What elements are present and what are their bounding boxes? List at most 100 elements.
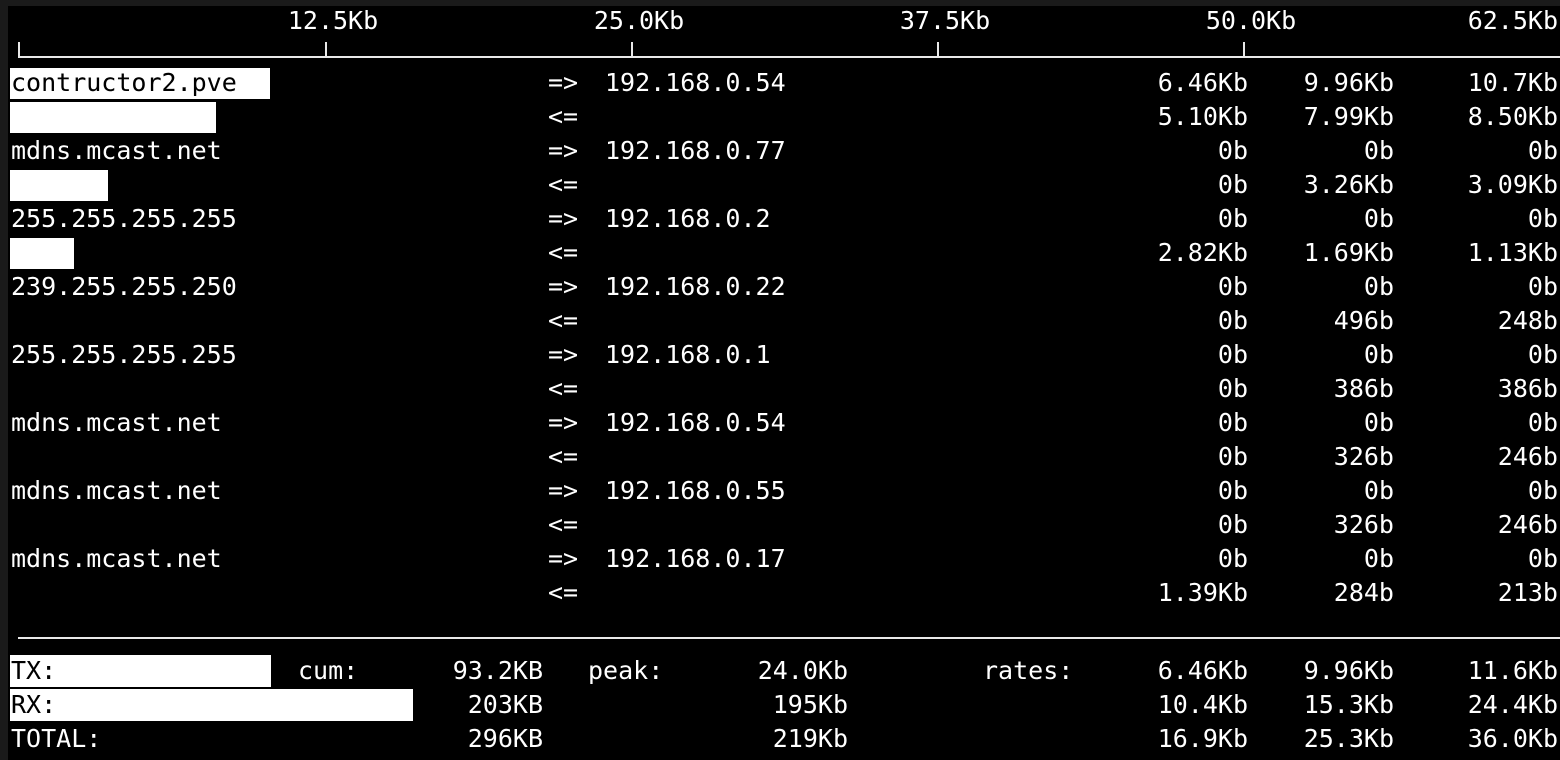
rate-cell: 0b bbox=[1217, 204, 1248, 233]
rate-cell: 0b bbox=[1363, 136, 1394, 165]
send-bandwidth-bar bbox=[10, 68, 270, 99]
connection-peer: 192.168.0.2 bbox=[605, 204, 771, 233]
connection-row[interactable]: 239.255.255.250 => 192.168.0.22 0b 0b 0b <= 0b 4… bbox=[8, 270, 1560, 338]
summary-peak-value: 219Kb bbox=[772, 724, 848, 753]
bandwidth-scale: 12.5Kb 25.0Kb 37.5Kb 50.0Kb 62.5Kb bbox=[8, 6, 1560, 60]
rate-cell: 386b bbox=[1333, 374, 1394, 403]
rate-cell: 0b bbox=[1217, 272, 1248, 301]
rate-cell: 1.69Kb bbox=[1303, 238, 1394, 267]
summary-row: TOTAL: 296KB 219Kb 16.9Kb 25.3Kb 36.0Kb bbox=[8, 722, 1560, 756]
connection-host: 255.255.255.255 bbox=[11, 204, 237, 233]
scale-label: 62.5Kb bbox=[1467, 6, 1558, 35]
rate-cell: 0b bbox=[1217, 374, 1248, 403]
send-arrow-icon: => bbox=[548, 340, 579, 369]
connection-send-line[interactable]: mdns.mcast.net => 192.168.0.54 0b 0b 0b bbox=[8, 406, 1560, 440]
summary-row: TX: cum: peak: rates: 93.2KB 24.0Kb 6.46Kb 9.96… bbox=[8, 654, 1560, 688]
scale-label: 12.5Kb bbox=[287, 6, 379, 35]
connection-peer: 192.168.0.54 bbox=[605, 68, 786, 97]
summary-row: RX: 203KB 195Kb 10.4Kb 15.3Kb 24.4Kb bbox=[8, 688, 1560, 722]
connection-send-line[interactable]: 239.255.255.250 => 192.168.0.22 0b 0b 0b bbox=[8, 270, 1560, 304]
receive-arrow-icon: <= bbox=[548, 578, 579, 607]
connection-peer: 192.168.0.1 bbox=[605, 340, 771, 369]
rate-cell: 246b bbox=[1497, 510, 1558, 539]
rate-cell: 0b bbox=[1527, 408, 1558, 437]
connection-send-line[interactable]: mdns.mcast.net => 192.168.0.77 0b 0b 0b bbox=[8, 134, 1560, 168]
connection-receive-line[interactable]: <= 2.82Kb 1.69Kb 1.13Kb bbox=[8, 236, 1560, 270]
receive-bandwidth-bar bbox=[10, 238, 74, 269]
connection-host: mdns.mcast.net bbox=[11, 544, 222, 573]
receive-arrow-icon: <= bbox=[548, 374, 579, 403]
connection-send-line[interactable]: contructor2.pve => 192.168.0.54 6.46Kb 9.96K… bbox=[8, 66, 1560, 100]
connection-receive-line[interactable]: <= 0b 496b 248b bbox=[8, 304, 1560, 338]
connection-send-line[interactable]: mdns.mcast.net => 192.168.0.17 0b 0b 0b bbox=[8, 542, 1560, 576]
summary-rate-value: 6.46Kb bbox=[1157, 656, 1248, 685]
rates-key-label: rates: bbox=[983, 656, 1074, 685]
connection-row[interactable]: mdns.mcast.net => 192.168.0.17 0b 0b 0b <= 1.39… bbox=[8, 542, 1560, 610]
rate-cell: 0b bbox=[1217, 340, 1248, 369]
rate-cell: 0b bbox=[1217, 306, 1248, 335]
rate-cell: 0b bbox=[1363, 544, 1394, 573]
summary-row-label: TX: bbox=[11, 656, 57, 685]
scale-tick-mark bbox=[937, 42, 939, 56]
connection-row[interactable]: mdns.mcast.net => 192.168.0.55 0b 0b 0b <= 0b 32… bbox=[8, 474, 1560, 542]
summary-rate-value: 11.6Kb bbox=[1467, 656, 1558, 685]
cum-key-label: cum: bbox=[298, 656, 359, 685]
summary-peak-value: 195Kb bbox=[772, 690, 848, 719]
send-arrow-icon: => bbox=[548, 204, 579, 233]
rate-cell: 496b bbox=[1333, 306, 1394, 335]
footer-separator bbox=[18, 637, 1560, 639]
connection-receive-line[interactable]: <= 0b 3.26Kb 3.09Kb bbox=[8, 168, 1560, 202]
rate-cell: 0b bbox=[1217, 544, 1248, 573]
rate-cell: 0b bbox=[1217, 476, 1248, 505]
rate-cell: 246b bbox=[1497, 442, 1558, 471]
rate-cell: 1.39Kb bbox=[1157, 578, 1248, 607]
rate-cell: 0b bbox=[1527, 272, 1558, 301]
connection-peer: 192.168.0.77 bbox=[605, 136, 786, 165]
connection-host: mdns.mcast.net bbox=[11, 476, 222, 505]
scale-tick-origin bbox=[18, 42, 20, 56]
send-arrow-icon: => bbox=[548, 544, 579, 573]
connection-row[interactable]: contructor2.pve => 192.168.0.54 6.46Kb 9.96K… bbox=[8, 66, 1560, 134]
rate-cell: 3.26Kb bbox=[1303, 170, 1394, 199]
connection-host: mdns.mcast.net bbox=[11, 136, 222, 165]
connection-send-line[interactable]: 255.255.255.255 => 192.168.0.1 0b 0b 0b bbox=[8, 338, 1560, 372]
send-arrow-icon: => bbox=[548, 136, 579, 165]
connection-row[interactable]: 255.255.255.255 => 192.168.0.2 0b 0b 0b <= 2.82… bbox=[8, 202, 1560, 270]
connection-row[interactable]: 255.255.255.255 => 192.168.0.1 0b 0b 0b <= 0b 38… bbox=[8, 338, 1560, 406]
summary-rate-value: 25.3Kb bbox=[1303, 724, 1394, 753]
connection-send-line[interactable]: mdns.mcast.net => 192.168.0.55 0b 0b 0b bbox=[8, 474, 1560, 508]
rate-cell: 248b bbox=[1497, 306, 1558, 335]
connection-receive-line[interactable]: <= 0b 326b 246b bbox=[8, 508, 1560, 542]
connection-receive-line[interactable]: <= 0b 386b 386b bbox=[8, 372, 1560, 406]
connection-list[interactable]: contructor2.pve => 192.168.0.54 6.46Kb 9.96K… bbox=[8, 66, 1560, 630]
rate-cell: 0b bbox=[1363, 340, 1394, 369]
rate-cell: 0b bbox=[1363, 272, 1394, 301]
summary-row-label: RX: bbox=[11, 690, 57, 719]
summary-cumulative-value: 296KB bbox=[467, 724, 543, 753]
send-arrow-icon: => bbox=[548, 68, 579, 97]
summary-rate-value: 36.0Kb bbox=[1467, 724, 1558, 753]
rate-cell: 6.46Kb bbox=[1157, 68, 1248, 97]
connection-peer: 192.168.0.17 bbox=[605, 544, 786, 573]
connection-host: contructor2.pve bbox=[11, 68, 237, 97]
rate-cell: 0b bbox=[1217, 136, 1248, 165]
connection-receive-line[interactable]: <= 0b 326b 246b bbox=[8, 440, 1560, 474]
rate-cell: 1.13Kb bbox=[1467, 238, 1558, 267]
receive-bandwidth-bar bbox=[10, 170, 108, 201]
receive-arrow-icon: <= bbox=[548, 170, 579, 199]
connection-row[interactable]: mdns.mcast.net => 192.168.0.54 0b 0b 0b <= 0b 32… bbox=[8, 406, 1560, 474]
scale-label: 25.0Kb bbox=[593, 6, 685, 35]
connection-send-line[interactable]: 255.255.255.255 => 192.168.0.2 0b 0b 0b bbox=[8, 202, 1560, 236]
connection-receive-line[interactable]: <= 5.10Kb 7.99Kb 8.50Kb bbox=[8, 100, 1560, 134]
rate-cell: 0b bbox=[1527, 476, 1558, 505]
receive-arrow-icon: <= bbox=[548, 238, 579, 267]
connection-receive-line[interactable]: <= 1.39Kb 284b 213b bbox=[8, 576, 1560, 610]
summary-bandwidth-bar bbox=[10, 655, 271, 687]
rate-cell: 326b bbox=[1333, 442, 1394, 471]
rate-cell: 9.96Kb bbox=[1303, 68, 1394, 97]
connection-row[interactable]: mdns.mcast.net => 192.168.0.77 0b 0b 0b <= 0b 3.… bbox=[8, 134, 1560, 202]
rate-cell: 7.99Kb bbox=[1303, 102, 1394, 131]
iftop-viewport: 12.5Kb 25.0Kb 37.5Kb 50.0Kb 62.5Kb contructo… bbox=[8, 6, 1560, 760]
rate-cell: 0b bbox=[1527, 340, 1558, 369]
